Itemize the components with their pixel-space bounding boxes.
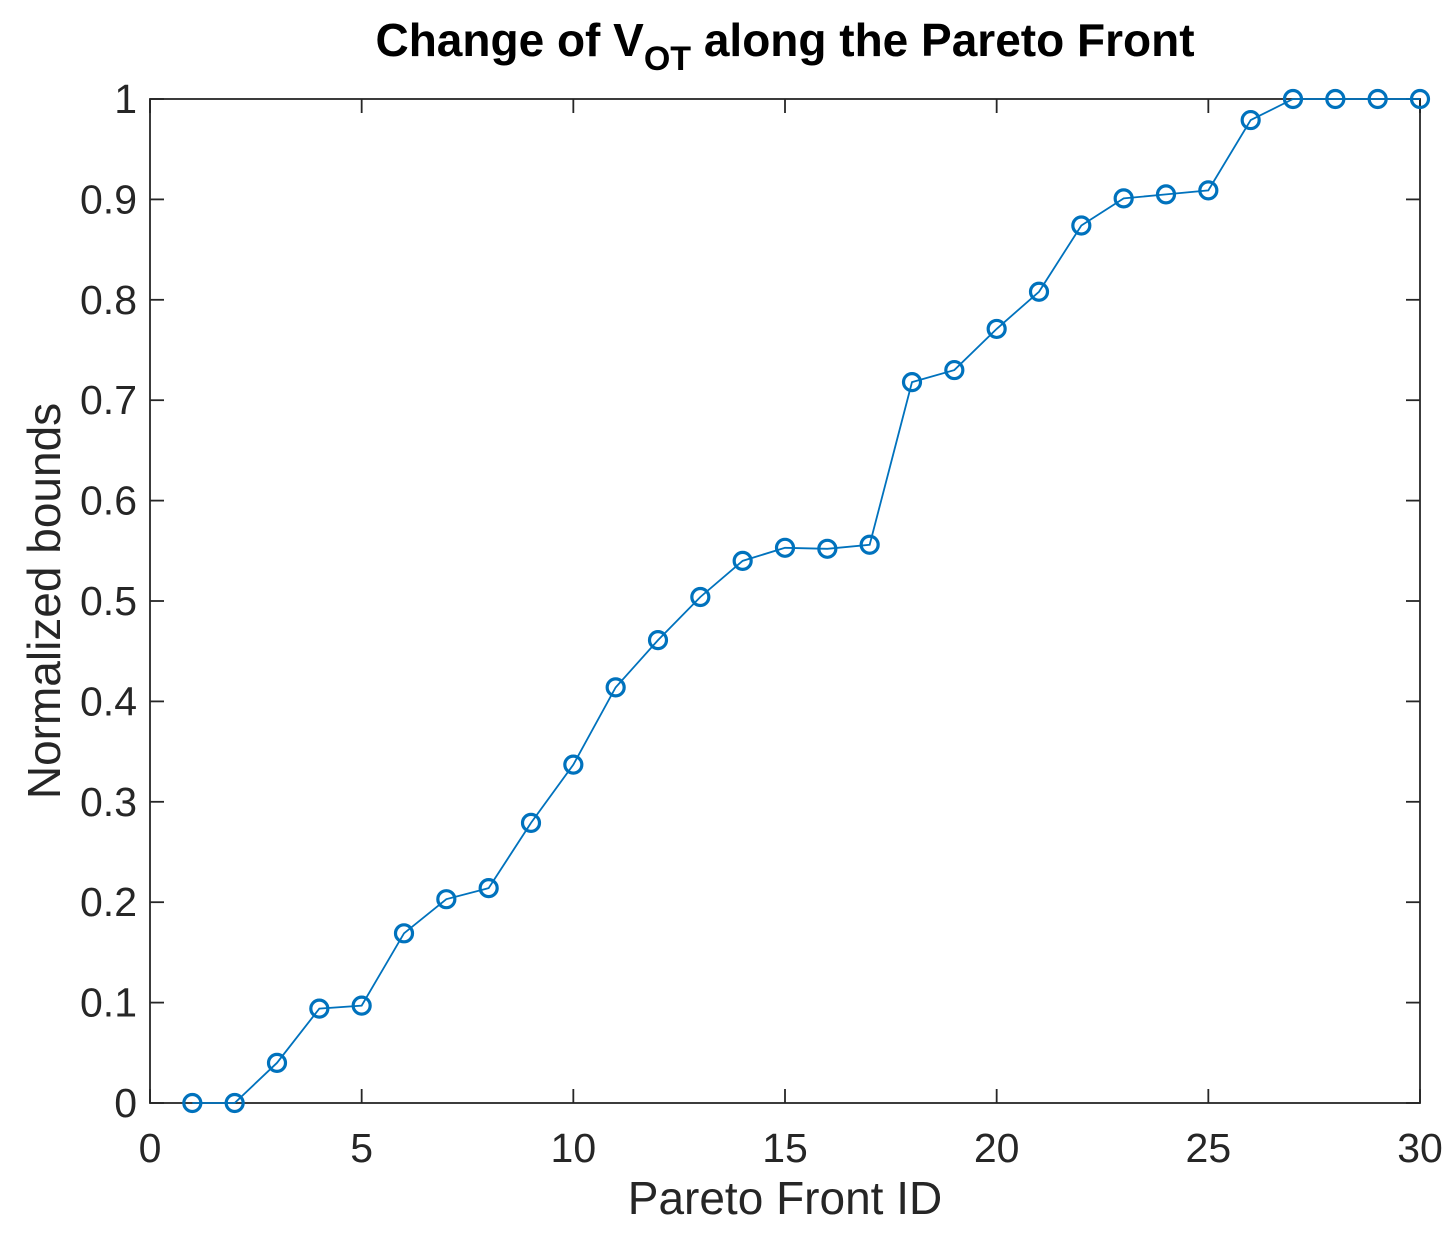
y-axis-label: Normalized bounds — [18, 403, 70, 799]
y-tick-label: 0.4 — [80, 678, 137, 724]
data-point-marker — [1282, 88, 1304, 110]
series-line — [192, 98, 1420, 1104]
data-point-marker — [1155, 184, 1177, 205]
plot-area — [149, 98, 1421, 1104]
y-tick-labels: 0 0.1 0.2 0.3 0.4 0.5 0.6 0.7 0.8 0.9 1 — [80, 76, 137, 1126]
data-point-marker — [732, 550, 753, 571]
y-tick-label: 0.3 — [80, 779, 137, 825]
data-point-marker — [1240, 109, 1261, 131]
x-axis-label: Pareto Front ID — [628, 1172, 942, 1224]
data-point-marker — [266, 1052, 288, 1073]
data-point-marker — [901, 372, 923, 393]
data-point-marker — [944, 359, 965, 381]
data-point-marker — [605, 677, 626, 698]
data-point-marker — [563, 754, 584, 775]
axis-ticks — [149, 98, 1421, 1104]
x-tick-label: 30 — [1397, 1125, 1443, 1171]
y-tick-label: 0.9 — [80, 176, 137, 222]
x-tick-label: 10 — [551, 1125, 597, 1171]
data-point-marker — [1367, 88, 1388, 110]
data-point-marker — [1325, 88, 1346, 110]
data-point-marker — [478, 878, 499, 899]
data-point-marker — [309, 998, 330, 1019]
y-tick-label: 1 — [114, 76, 137, 122]
y-tick-label: 0.5 — [80, 578, 137, 624]
data-point-marker — [817, 538, 838, 559]
data-point-marker — [859, 534, 880, 555]
data-point-marker — [1113, 188, 1134, 209]
y-tick-label: 0.6 — [80, 478, 137, 524]
x-tick-label: 5 — [350, 1125, 373, 1171]
y-tick-label: 0.1 — [80, 980, 137, 1026]
data-point-marker — [436, 889, 457, 910]
data-point-marker — [986, 318, 1007, 340]
y-tick-label: 0 — [114, 1080, 137, 1126]
y-tick-label: 0.8 — [80, 277, 137, 323]
data-point-marker — [520, 812, 542, 833]
data-point-marker — [224, 1092, 245, 1114]
chart-title: Change of VOT along the Pareto Front — [375, 14, 1194, 78]
x-tick-label: 15 — [762, 1125, 808, 1171]
data-point-marker — [351, 995, 372, 1016]
data-point-marker — [1071, 215, 1092, 236]
x-tick-label: 20 — [974, 1125, 1020, 1171]
data-point-marker — [690, 586, 711, 608]
data-point-marker — [182, 1092, 203, 1114]
x-tick-labels: 0 5 10 15 20 25 30 — [139, 1125, 1443, 1171]
y-tick-label: 0.7 — [80, 377, 137, 423]
x-tick-label: 25 — [1186, 1125, 1232, 1171]
data-point-marker — [1198, 180, 1219, 201]
data-point-marker — [1409, 88, 1431, 110]
y-tick-label: 0.2 — [80, 879, 137, 925]
data-point-marker — [1028, 281, 1050, 302]
data-point-marker — [774, 537, 796, 558]
data-point-marker — [393, 923, 415, 944]
data-series — [182, 88, 1431, 1114]
x-tick-label: 0 — [139, 1125, 162, 1171]
data-point-marker — [647, 630, 669, 651]
